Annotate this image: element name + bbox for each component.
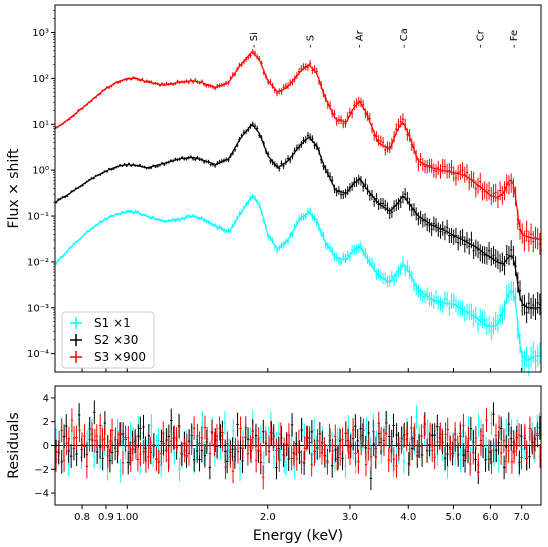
residuals-panel: −4 −2 0 2 4 0.8 0.9 1.00 2.0 3.0 4.0 5.0 6.0 7.0 Res… [6,385,542,544]
spectrum-y-tick-label: 10⁻³ [27,303,49,314]
x-tick-label: 7.0 [514,512,530,523]
emission-line-label: - Ar [355,29,366,48]
residual-y-tick-label: −4 [34,489,49,500]
series-3 [54,49,541,255]
spectrum-y-tick-label: 10¹ [32,120,49,131]
x-tick-label: 3.0 [342,512,358,523]
spectrum-panel: - Si - S - Ar - Ca - Cr - Fe 10⁻⁴ 10⁻³ 10⁻² 10⁻¹… [6,4,542,376]
x-tick-label: 2.0 [260,512,276,523]
x-tick-label: 4.0 [400,512,416,523]
spectrum-y-axis: 10⁻⁴ 10⁻³ 10⁻² 10⁻¹ 10⁰ 10¹ 10² 10³ [27,10,55,360]
legend-box [61,311,155,369]
x-tick-label: 1.00 [116,512,138,523]
emission-line-label: - Si [249,32,260,48]
series-2 [54,121,541,324]
emission-line-labels: - Si - S - Ar - Ca - Cr - Fe [249,28,520,48]
spectrum-y-tick-label: 10³ [32,28,49,39]
residual-series-group [54,400,542,491]
legend-label: S1 ×1 [94,316,131,330]
residual-y-axis: −4 −2 0 2 4 [34,393,55,500]
residual-y-tick-label: −2 [34,465,49,476]
spectrum-frame [54,4,542,373]
emission-line-label: - Fe [509,30,520,48]
spectrum-y-tick-label: 10² [32,74,49,85]
x-tick-label: 5.0 [446,512,462,523]
y-axis-label: Flux × shift [6,148,22,228]
x-tick-label: 0.9 [98,512,114,523]
spectrum-x-ticks [81,368,523,372]
legend-label: S3 ×900 [94,350,146,364]
legend-label: S2 ×30 [94,333,138,347]
residual-y-tick-label: 4 [43,393,49,404]
series-1 [54,194,541,376]
spectrum-y-tick-label: 10⁻¹ [27,212,49,223]
spectrum-y-tick-label: 10⁰ [32,166,49,177]
x-axis-label: Energy (keV) [253,528,343,544]
residuals-axis-label: Residuals [6,412,22,478]
spectrum-y-tick-label: 10⁻² [27,257,49,268]
residuals-series-3 [54,408,542,490]
legend: S1 ×1 S2 ×30 S3 ×900 [61,311,155,369]
residual-x-axis: 0.8 0.9 1.00 2.0 3.0 4.0 5.0 6.0 7.0 [74,505,530,523]
emission-line-label: - Ca [399,28,410,48]
emission-line-label: - Cr [475,29,486,48]
series-2-model-line [54,124,541,309]
x-tick-label: 6.0 [482,512,498,523]
spectrum-series-group [54,49,541,376]
residual-y-tick-label: 0 [43,441,49,452]
residual-frame [54,385,542,506]
spectrum-y-tick-label: 10⁻⁴ [27,349,49,360]
residual-y-tick-label: 2 [43,417,49,428]
x-tick-label: 0.8 [74,512,90,523]
emission-line-label: - S [306,35,317,48]
